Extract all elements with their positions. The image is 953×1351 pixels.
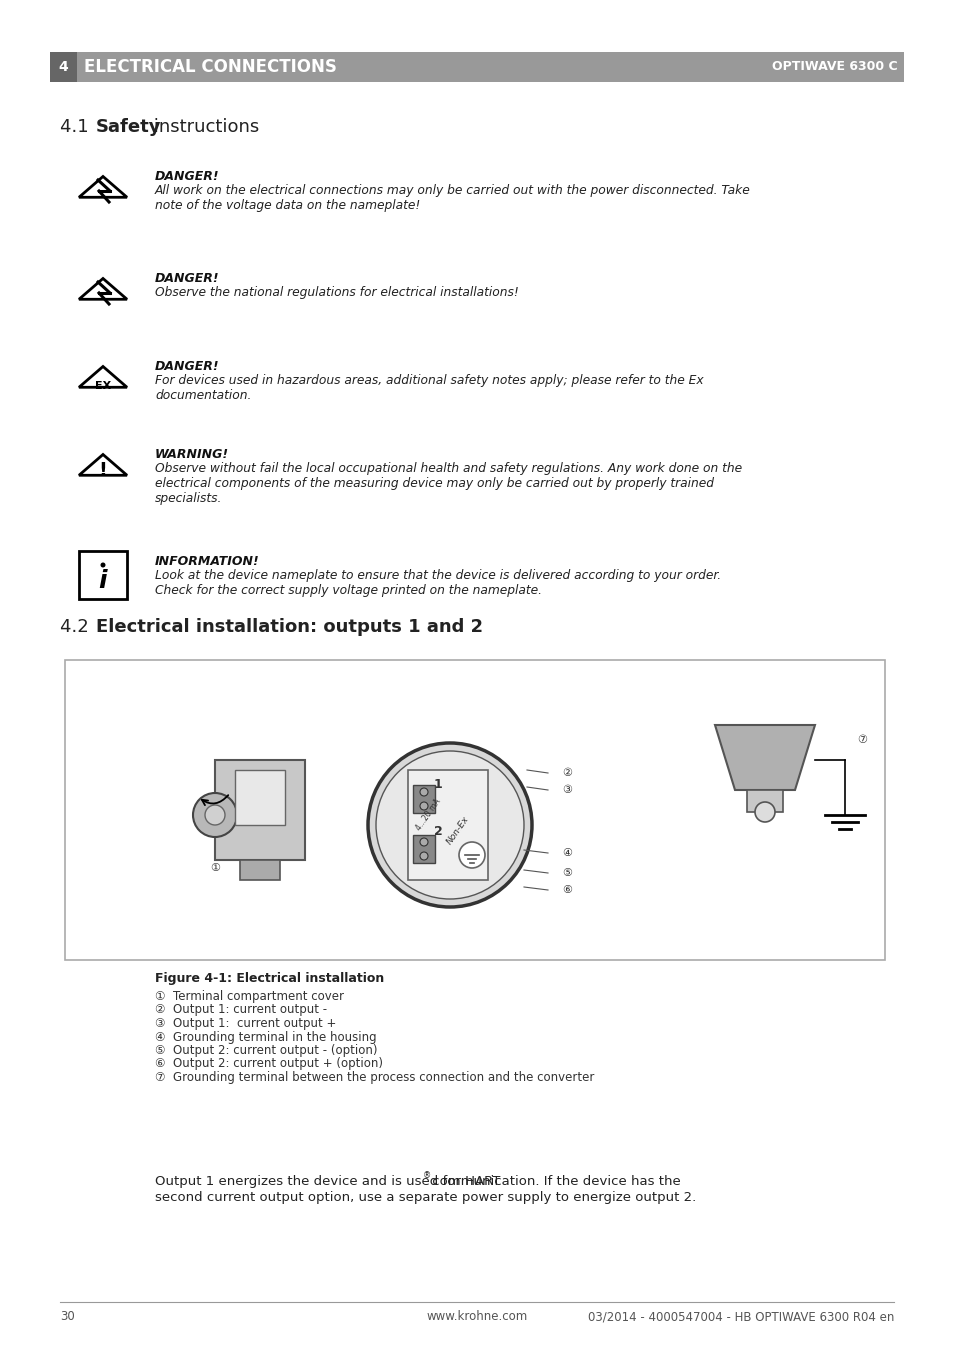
Bar [746,790,782,812]
Text: All work on the electrical connections may only be carried out with the power di: All work on the electrical connections m… [154,184,750,212]
Text: Observe the national regulations for electrical installations!: Observe the national regulations for ele… [154,286,518,299]
Text: ③  Output 1:  current output +: ③ Output 1: current output + [154,1017,336,1029]
Text: DANGER!: DANGER! [154,359,219,373]
Text: Non-Ex: Non-Ex [444,815,471,846]
Polygon shape [79,177,127,197]
Text: ②  Output 1: current output -: ② Output 1: current output - [154,1004,327,1016]
Text: 30: 30 [60,1310,74,1323]
Text: second current output option, use a separate power supply to energize output 2.: second current output option, use a sepa… [154,1192,696,1204]
Bar [65,661,884,961]
Text: WARNING!: WARNING! [154,449,229,461]
Text: ④: ④ [561,848,572,858]
Circle shape [193,793,236,838]
Text: 2: 2 [434,825,442,838]
Text: 4: 4 [58,59,69,74]
Text: ⑤  Output 2: current output - (option): ⑤ Output 2: current output - (option) [154,1044,377,1056]
Text: !: ! [98,461,108,480]
Circle shape [419,788,428,796]
Text: DANGER!: DANGER! [154,170,219,182]
Bar [234,770,285,825]
Text: 03/2014 - 4000547004 - HB OPTIWAVE 6300 R04 en: 03/2014 - 4000547004 - HB OPTIWAVE 6300 … [587,1310,893,1323]
Circle shape [419,852,428,861]
Polygon shape [79,278,127,300]
Circle shape [368,743,532,907]
Text: communication. If the device has the: communication. If the device has the [428,1175,680,1188]
Text: 4.2: 4.2 [60,617,100,636]
Circle shape [419,838,428,846]
Polygon shape [79,366,127,388]
Bar [240,861,280,880]
Text: ②: ② [561,767,572,778]
Bar [413,785,435,813]
Text: DANGER!: DANGER! [154,272,219,285]
Text: Output 1 energizes the device and is used for HART: Output 1 energizes the device and is use… [154,1175,500,1188]
Circle shape [458,842,484,867]
Text: ⑥: ⑥ [561,885,572,894]
Text: i: i [98,569,107,593]
Text: Electrical installation: outputs 1 and 2: Electrical installation: outputs 1 and 2 [96,617,482,636]
Text: ①: ① [210,863,220,873]
Text: Observe without fail the local occupational health and safety regulations. Any w: Observe without fail the local occupatio… [154,462,741,505]
Bar [408,770,488,880]
Text: ⑦: ⑦ [856,735,866,744]
Bar [214,761,305,861]
Text: ⑥  Output 2: current output + (option): ⑥ Output 2: current output + (option) [154,1058,382,1070]
Text: instructions: instructions [148,118,259,136]
Text: 4...20 mA: 4...20 mA [414,797,442,832]
Text: OPTIWAVE 6300 C: OPTIWAVE 6300 C [772,61,897,73]
Text: Safety: Safety [96,118,161,136]
Text: INFORMATION!: INFORMATION! [154,555,259,567]
Bar [413,835,435,863]
Text: For devices used in hazardous areas, additional safety notes apply; please refer: For devices used in hazardous areas, add… [154,374,703,403]
Text: 4.1: 4.1 [60,118,100,136]
Text: ®: ® [422,1171,431,1179]
Text: ELECTRICAL CONNECTIONS: ELECTRICAL CONNECTIONS [84,58,336,76]
Text: Look at the device nameplate to ensure that the device is delivered according to: Look at the device nameplate to ensure t… [154,569,720,597]
Text: ⑤: ⑤ [561,867,572,878]
Polygon shape [79,454,127,476]
Text: ⑦  Grounding terminal between the process connection and the converter: ⑦ Grounding terminal between the process… [154,1071,594,1084]
Text: ④  Grounding terminal in the housing: ④ Grounding terminal in the housing [154,1031,376,1043]
Polygon shape [714,725,814,790]
Circle shape [419,802,428,811]
Circle shape [375,751,523,898]
Bar [50,51,77,82]
Text: EX: EX [94,381,111,390]
Text: Figure 4-1: Electrical installation: Figure 4-1: Electrical installation [154,971,384,985]
Bar [50,51,903,82]
Circle shape [754,802,774,821]
Text: 1: 1 [434,778,442,790]
Text: ①  Terminal compartment cover: ① Terminal compartment cover [154,990,344,1002]
Text: ③: ③ [561,785,572,794]
Circle shape [100,562,106,567]
Text: www.krohne.com: www.krohne.com [426,1310,527,1323]
Circle shape [205,805,225,825]
FancyBboxPatch shape [79,551,127,598]
